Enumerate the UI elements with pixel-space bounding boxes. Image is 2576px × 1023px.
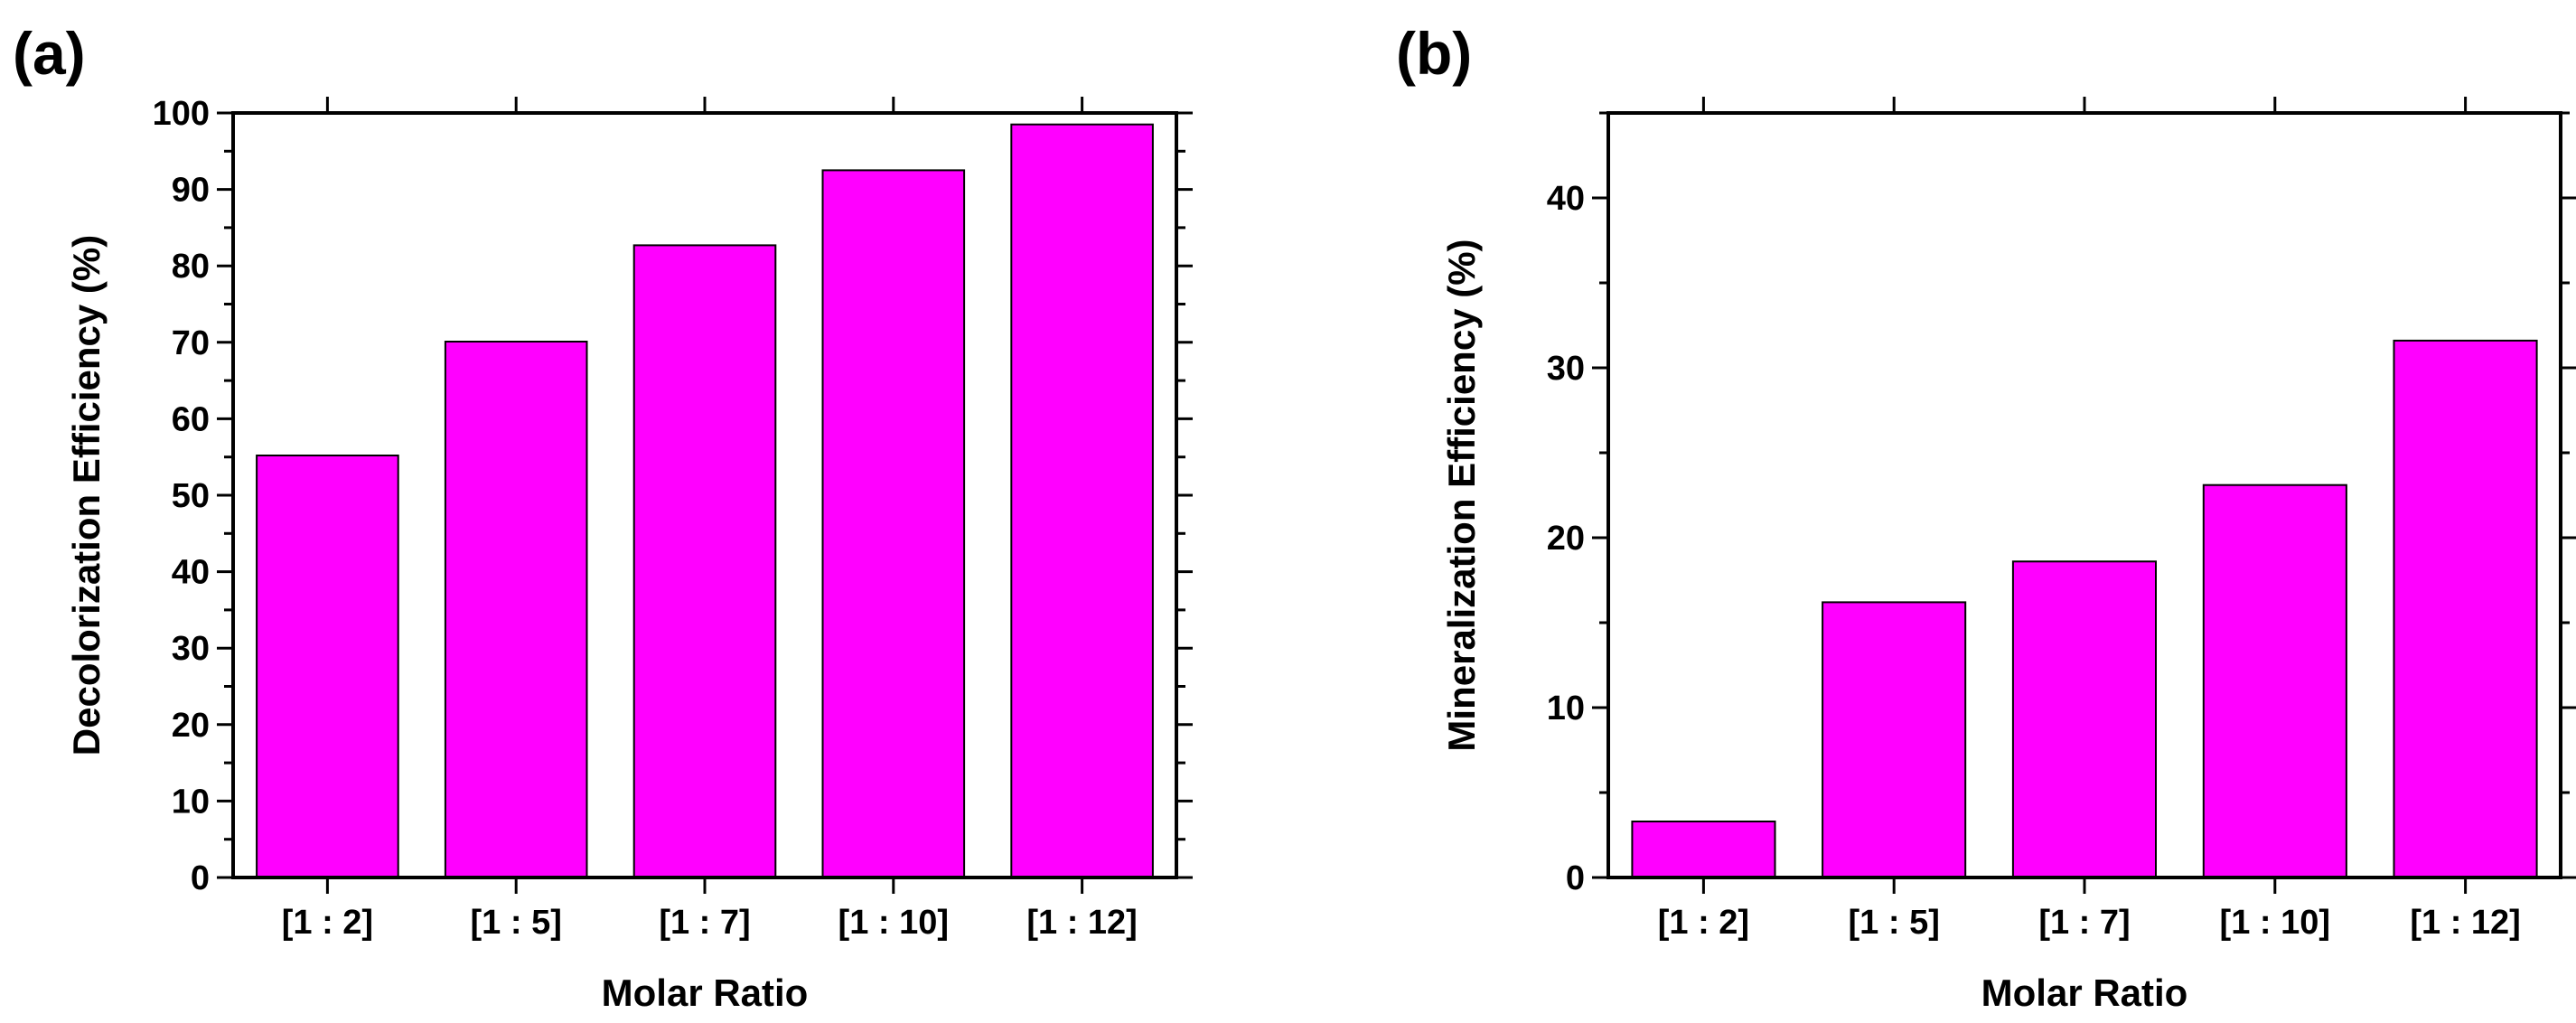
y-tick-label: 100 — [153, 95, 210, 133]
bar — [1631, 821, 1776, 878]
bar — [2011, 560, 2157, 878]
x-tick-label: [1 : 2] — [1658, 904, 1749, 942]
y-axis-title: Decolorization Efficiency (%) — [65, 235, 108, 756]
y-tick-label: 0 — [191, 859, 210, 897]
bar — [2393, 339, 2538, 878]
y-tick-label: 40 — [172, 554, 210, 592]
chart-panel-a: (a) 0 10 20 30 40 50 60 70 80 90 100 [1 : 2] [1 : 5] [… — [13, 20, 1193, 1014]
y-tick-label: 80 — [172, 248, 210, 286]
x-tick-label: [1 : 12] — [2410, 904, 2520, 942]
y-tick-label: 10 — [172, 783, 210, 821]
x-tick-label: [1 : 2] — [282, 904, 373, 942]
y-tick-label: 0 — [1566, 859, 1585, 897]
y-tick-label: 60 — [172, 400, 210, 438]
bar — [2202, 483, 2347, 878]
x-tick-label: [1 : 5] — [471, 904, 562, 942]
y-tick-label: 70 — [172, 324, 210, 362]
y-axis-title: Mineralization Efficiency (%) — [1440, 239, 1483, 751]
bar — [632, 244, 777, 878]
y-tick-label: 40 — [1547, 180, 1585, 218]
bar — [821, 169, 966, 878]
x-tick-label: [1 : 7] — [659, 904, 750, 942]
bar — [444, 341, 588, 878]
y-tick-label: 10 — [1547, 690, 1585, 727]
x-axis-title: Molar Ratio — [602, 971, 809, 1014]
y-tick-label: 20 — [1547, 520, 1585, 558]
panel-label: (b) — [1396, 20, 1472, 87]
x-axis-title: Molar Ratio — [1981, 971, 2188, 1014]
y-tick-label: 50 — [172, 477, 210, 515]
chart-panel-b: (b) 0 10 20 30 40 [1 : 2] [1 : 5] [1 : 7] [1 : 10… — [1396, 20, 2576, 1014]
bar — [1010, 123, 1154, 878]
panel-label: (a) — [13, 20, 86, 87]
y-tick-label: 20 — [172, 707, 210, 745]
y-tick-label: 30 — [1547, 350, 1585, 388]
bar — [256, 455, 399, 878]
x-tick-label: [1 : 10] — [838, 904, 949, 942]
x-tick-label: [1 : 7] — [2038, 904, 2130, 942]
x-tick-label: [1 : 12] — [1026, 904, 1137, 942]
bar — [1822, 601, 1967, 879]
x-tick-label: [1 : 5] — [1849, 904, 1940, 942]
y-tick-label: 30 — [172, 630, 210, 668]
y-tick-label: 90 — [172, 172, 210, 210]
x-tick-label: [1 : 10] — [2220, 904, 2330, 942]
